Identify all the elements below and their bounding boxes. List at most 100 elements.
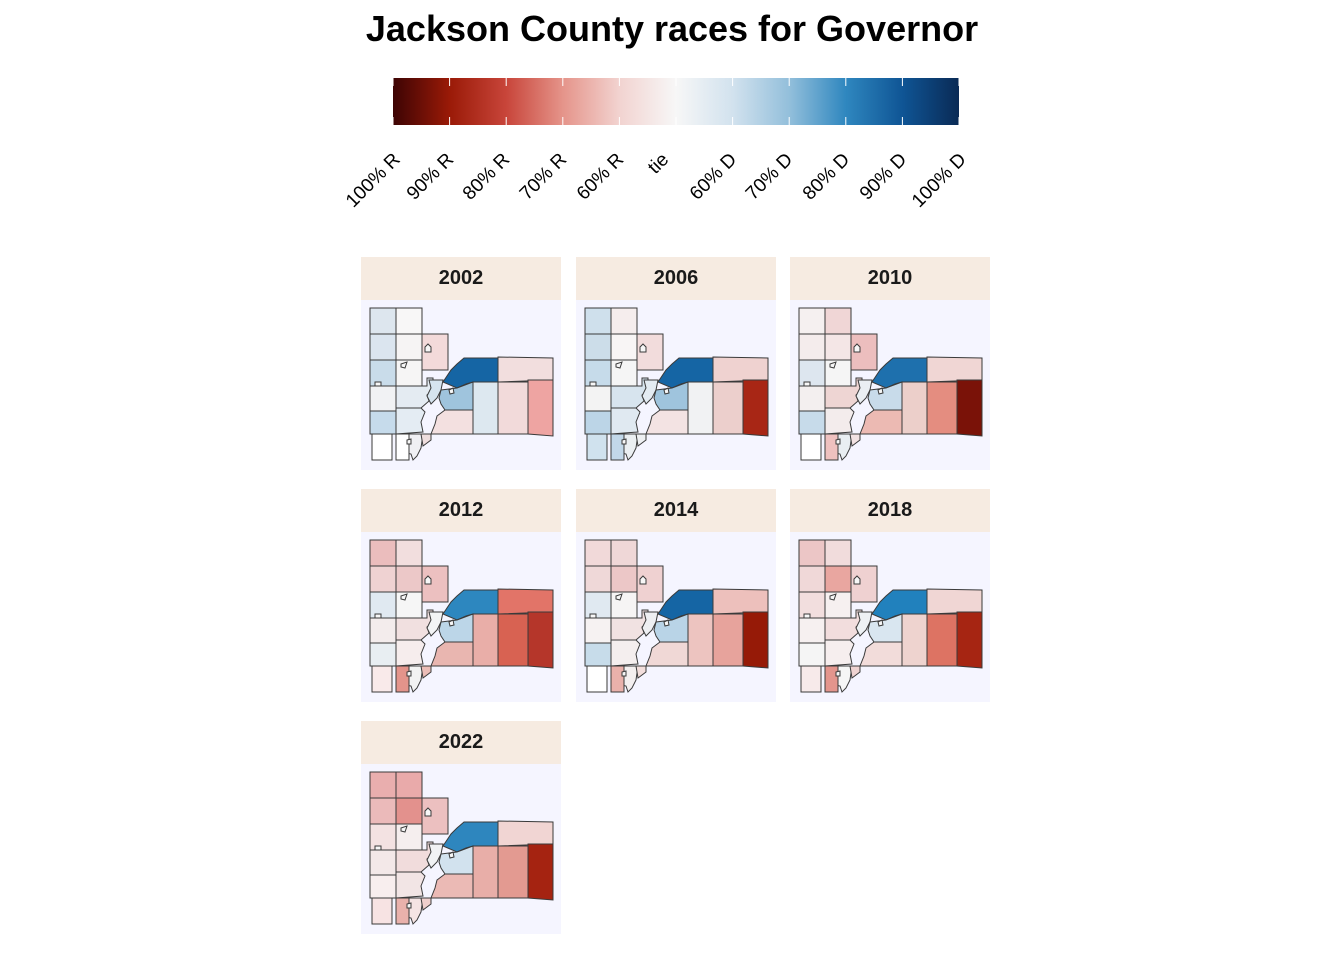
township-region — [824, 433, 839, 461]
panel-year-label: 2012 — [361, 489, 561, 532]
township-region — [369, 539, 397, 567]
township-region — [798, 539, 826, 567]
city-enclave — [374, 613, 382, 619]
township-region — [584, 565, 612, 593]
township-region — [824, 333, 852, 361]
panel-year-label: 2002 — [361, 257, 561, 300]
county-map — [584, 539, 769, 693]
map-area — [361, 764, 561, 934]
legend-tick-label: 70% R — [515, 149, 572, 205]
map-area — [576, 532, 776, 702]
township-region — [956, 611, 983, 669]
township-region — [824, 359, 852, 387]
township-region — [430, 641, 474, 667]
city-enclave — [424, 575, 432, 585]
township-region — [497, 820, 554, 847]
township-region — [527, 611, 554, 669]
city-enclave — [615, 361, 623, 369]
township-region — [798, 565, 826, 593]
city-enclave — [448, 619, 455, 627]
township-region — [641, 379, 659, 405]
township-region — [849, 665, 861, 679]
city-enclave — [400, 361, 408, 369]
township-region — [798, 333, 826, 361]
township-region — [610, 665, 625, 693]
township-region — [369, 385, 397, 412]
city-enclave — [803, 381, 811, 387]
township-region — [645, 641, 689, 667]
township-region — [824, 639, 855, 667]
township-region — [371, 665, 393, 693]
township-region — [472, 845, 499, 899]
township-region — [824, 407, 855, 435]
township-region — [901, 613, 928, 667]
township-region — [584, 385, 612, 412]
township-region — [497, 588, 554, 615]
township-region — [430, 409, 474, 435]
township-region — [956, 379, 983, 437]
township-region — [472, 381, 499, 435]
township-region — [798, 359, 826, 387]
township-region — [369, 410, 397, 435]
township-region — [527, 843, 554, 901]
township-region — [610, 307, 638, 335]
township-region — [369, 307, 397, 335]
legend-tick-label: 80% R — [459, 149, 515, 205]
township-region — [742, 611, 769, 669]
township-region — [850, 565, 878, 603]
township-region — [687, 381, 714, 435]
township-region — [369, 591, 397, 619]
township-region — [472, 613, 499, 667]
township-region — [926, 613, 958, 667]
panel-year-label: 2010 — [790, 257, 990, 300]
legend-tick-label: 90% R — [402, 149, 458, 205]
township-region — [798, 642, 826, 667]
township-region — [395, 333, 423, 361]
township-region — [395, 307, 423, 335]
township-region — [712, 356, 769, 383]
city-enclave — [374, 845, 382, 851]
panel-year-label: 2018 — [790, 489, 990, 532]
township-region — [369, 642, 397, 667]
city-enclave — [835, 670, 841, 677]
township-region — [712, 381, 744, 435]
panel-year-label: 2022 — [361, 721, 561, 764]
township-region — [426, 379, 444, 405]
map-panel-2010: 2010 — [790, 257, 990, 470]
map-area — [790, 300, 990, 470]
township-region — [610, 407, 641, 435]
city-enclave — [853, 343, 861, 353]
township-region — [584, 539, 612, 567]
township-region — [645, 409, 689, 435]
legend-tick-label: 70% D — [742, 149, 798, 205]
city-enclave — [621, 438, 627, 445]
township-region — [824, 539, 852, 567]
map-panel-2006: 2006 — [576, 257, 776, 470]
city-enclave — [374, 381, 382, 387]
county-map — [369, 539, 554, 693]
township-region — [395, 897, 410, 925]
township-region — [371, 433, 393, 461]
township-region — [395, 359, 423, 387]
legend-tick-label: 100% R — [341, 149, 405, 212]
township-region — [420, 433, 432, 447]
city-enclave — [877, 387, 884, 395]
map-area — [790, 532, 990, 702]
map-panel-2022: 2022 — [361, 721, 561, 934]
township-region — [420, 665, 432, 679]
city-enclave — [406, 438, 412, 445]
township-region — [800, 665, 822, 693]
county-map — [369, 771, 554, 925]
township-region — [584, 642, 612, 667]
legend-tick-label: 60% D — [685, 149, 741, 205]
city-enclave — [400, 593, 408, 601]
township-region — [610, 639, 641, 667]
township-region — [586, 665, 608, 693]
township-region — [395, 665, 410, 693]
township-region — [395, 823, 423, 851]
county-map — [584, 307, 769, 461]
city-enclave — [829, 361, 837, 369]
township-region — [584, 617, 612, 644]
township-region — [800, 433, 822, 461]
township-region — [421, 333, 449, 371]
